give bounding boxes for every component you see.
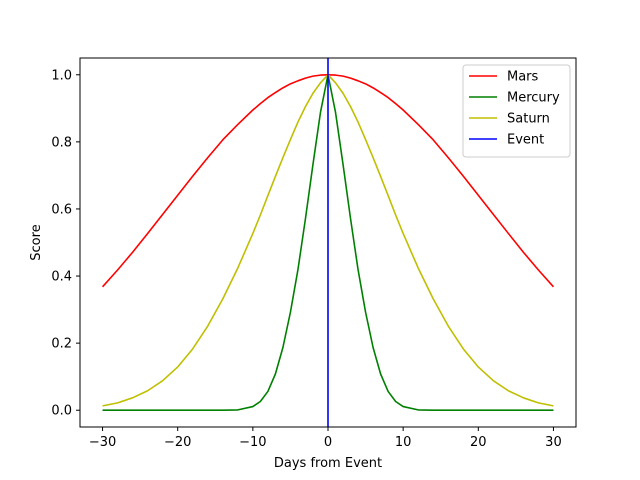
x-tick-label: 20: [470, 435, 487, 450]
x-tick-label: 30: [545, 435, 562, 450]
x-axis: −30 −20 −10 0 10 20 30: [89, 427, 562, 450]
plot-lines: [101, 58, 555, 427]
x-tick-label: −10: [239, 435, 266, 450]
y-tick-label: 0.8: [51, 135, 72, 150]
x-tick-label: 10: [395, 435, 412, 450]
legend-label-mars: Mars: [507, 70, 539, 85]
legend-label-mercury: Mercury: [507, 91, 560, 106]
x-tick-label: 0: [324, 435, 332, 450]
y-axis: 0.0 0.2 0.4 0.6 0.8 1.0: [51, 68, 80, 419]
y-tick-label: 1.0: [51, 68, 72, 83]
legend-label-saturn: Saturn: [507, 112, 550, 127]
legend: Mars Mercury Saturn Event: [462, 64, 571, 158]
legend-label-event: Event: [507, 133, 544, 148]
y-tick-label: 0.2: [51, 337, 72, 352]
x-tick-label: −20: [164, 435, 191, 450]
y-axis-label: Score: [29, 224, 44, 260]
y-tick-label: 0.4: [51, 270, 72, 285]
x-axis-label: Days from Event: [274, 456, 382, 471]
x-tick-label: −30: [89, 435, 116, 450]
legend-box: [462, 64, 571, 158]
y-tick-label: 0.6: [51, 202, 72, 217]
y-tick-label: 0.0: [51, 404, 72, 419]
